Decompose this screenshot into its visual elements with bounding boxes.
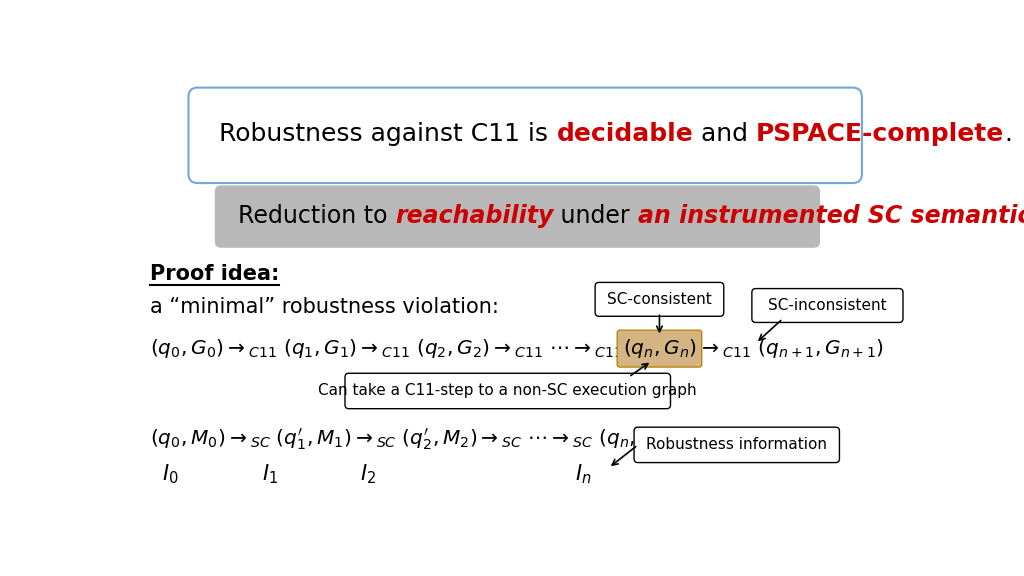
Text: $I_0$: $I_0$ xyxy=(163,463,179,486)
Text: $(q_0, G_0) \rightarrow_{C11}\ (q_1, G_1) \rightarrow_{C11}\ (q_2, G_2) \rightar: $(q_0, G_0) \rightarrow_{C11}\ (q_1, G_1… xyxy=(150,337,623,360)
FancyBboxPatch shape xyxy=(215,185,820,248)
Text: SC-inconsistent: SC-inconsistent xyxy=(768,298,887,313)
FancyBboxPatch shape xyxy=(752,289,903,323)
Text: SC-consistent: SC-consistent xyxy=(607,292,712,307)
FancyBboxPatch shape xyxy=(188,88,862,183)
Text: and: and xyxy=(693,122,756,146)
Text: reachability: reachability xyxy=(395,204,553,228)
Text: Robustness information: Robustness information xyxy=(646,437,827,452)
Text: a “minimal” robustness violation:: a “minimal” robustness violation: xyxy=(150,297,499,317)
FancyBboxPatch shape xyxy=(634,427,840,463)
Text: Can take a C11-step to a non-SC execution graph: Can take a C11-step to a non-SC executio… xyxy=(318,384,697,399)
Text: an instrumented SC semantics: an instrumented SC semantics xyxy=(638,204,1024,228)
Text: $I_1$: $I_1$ xyxy=(262,463,278,486)
Text: $\rightarrow_{C11}\ (q_{n+1}, G_{n+1})$: $\rightarrow_{C11}\ (q_{n+1}, G_{n+1})$ xyxy=(697,337,884,360)
Text: Reduction to: Reduction to xyxy=(238,204,395,228)
Text: PSPACE-complete: PSPACE-complete xyxy=(756,122,1005,146)
Text: Robustness against C11 is: Robustness against C11 is xyxy=(219,122,556,146)
FancyBboxPatch shape xyxy=(345,373,671,409)
Text: $(q_n, G_n)$: $(q_n, G_n)$ xyxy=(623,337,696,360)
Text: decidable: decidable xyxy=(556,122,693,146)
Text: $I_2$: $I_2$ xyxy=(360,463,376,486)
FancyBboxPatch shape xyxy=(617,330,701,367)
Text: under: under xyxy=(553,204,638,228)
Text: Proof idea:: Proof idea: xyxy=(150,264,280,284)
Text: .: . xyxy=(1005,122,1013,146)
Text: $(q_0, M_0) \rightarrow_{SC}\ (q_1^\prime, M_1) \rightarrow_{SC}\ (q_2^\prime, M: $(q_0, M_0) \rightarrow_{SC}\ (q_1^\prim… xyxy=(150,427,674,452)
FancyBboxPatch shape xyxy=(595,282,724,316)
Text: $I_n$: $I_n$ xyxy=(575,463,592,486)
